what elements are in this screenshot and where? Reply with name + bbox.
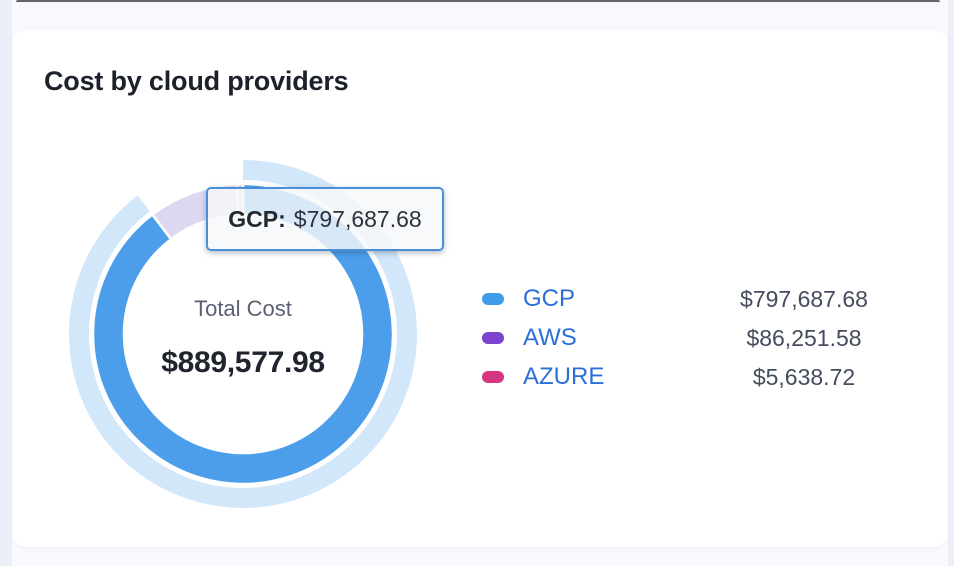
- donut-slice-gcp[interactable]: [91, 182, 395, 486]
- legend-label-azure[interactable]: AZURE: [523, 363, 605, 390]
- tooltip-series-label: GCP:: [228, 205, 286, 232]
- legend-value-gcp: $797,687.68: [740, 285, 868, 312]
- cost-by-cloud-providers-card: Cost by cloud providers Total Cost $889,…: [12, 30, 948, 547]
- legend-row-gcp[interactable]: GCP $797,687.68: [482, 285, 902, 312]
- legend-label-aws[interactable]: AWS: [523, 324, 577, 351]
- legend-marker-gcp: [482, 293, 504, 305]
- card-title: Cost by cloud providers: [44, 66, 349, 96]
- legend-row-aws[interactable]: AWS $86,251.58: [482, 324, 902, 351]
- chart-tooltip: GCP: $797,687.68: [206, 187, 444, 251]
- chart-legend: GCP $797,687.68 AWS $86,251.58 AZURE $5,…: [482, 285, 902, 390]
- legend-marker-aws: [482, 332, 504, 344]
- content-panel: Cost by cloud providers Total Cost $889,…: [12, 0, 948, 566]
- legend-marker-azure: [482, 371, 504, 383]
- tooltip-series-value: $797,687.68: [293, 205, 422, 232]
- top-edge-bar: [16, 0, 940, 2]
- legend-value-aws: $86,251.58: [746, 324, 862, 351]
- legend-row-azure[interactable]: AZURE $5,638.72: [482, 363, 902, 390]
- legend-label-gcp[interactable]: GCP: [523, 285, 576, 312]
- chart-area: Total Cost $889,577.98 GCP: $797,687.68: [12, 30, 492, 547]
- legend-value-azure: $5,638.72: [752, 363, 856, 390]
